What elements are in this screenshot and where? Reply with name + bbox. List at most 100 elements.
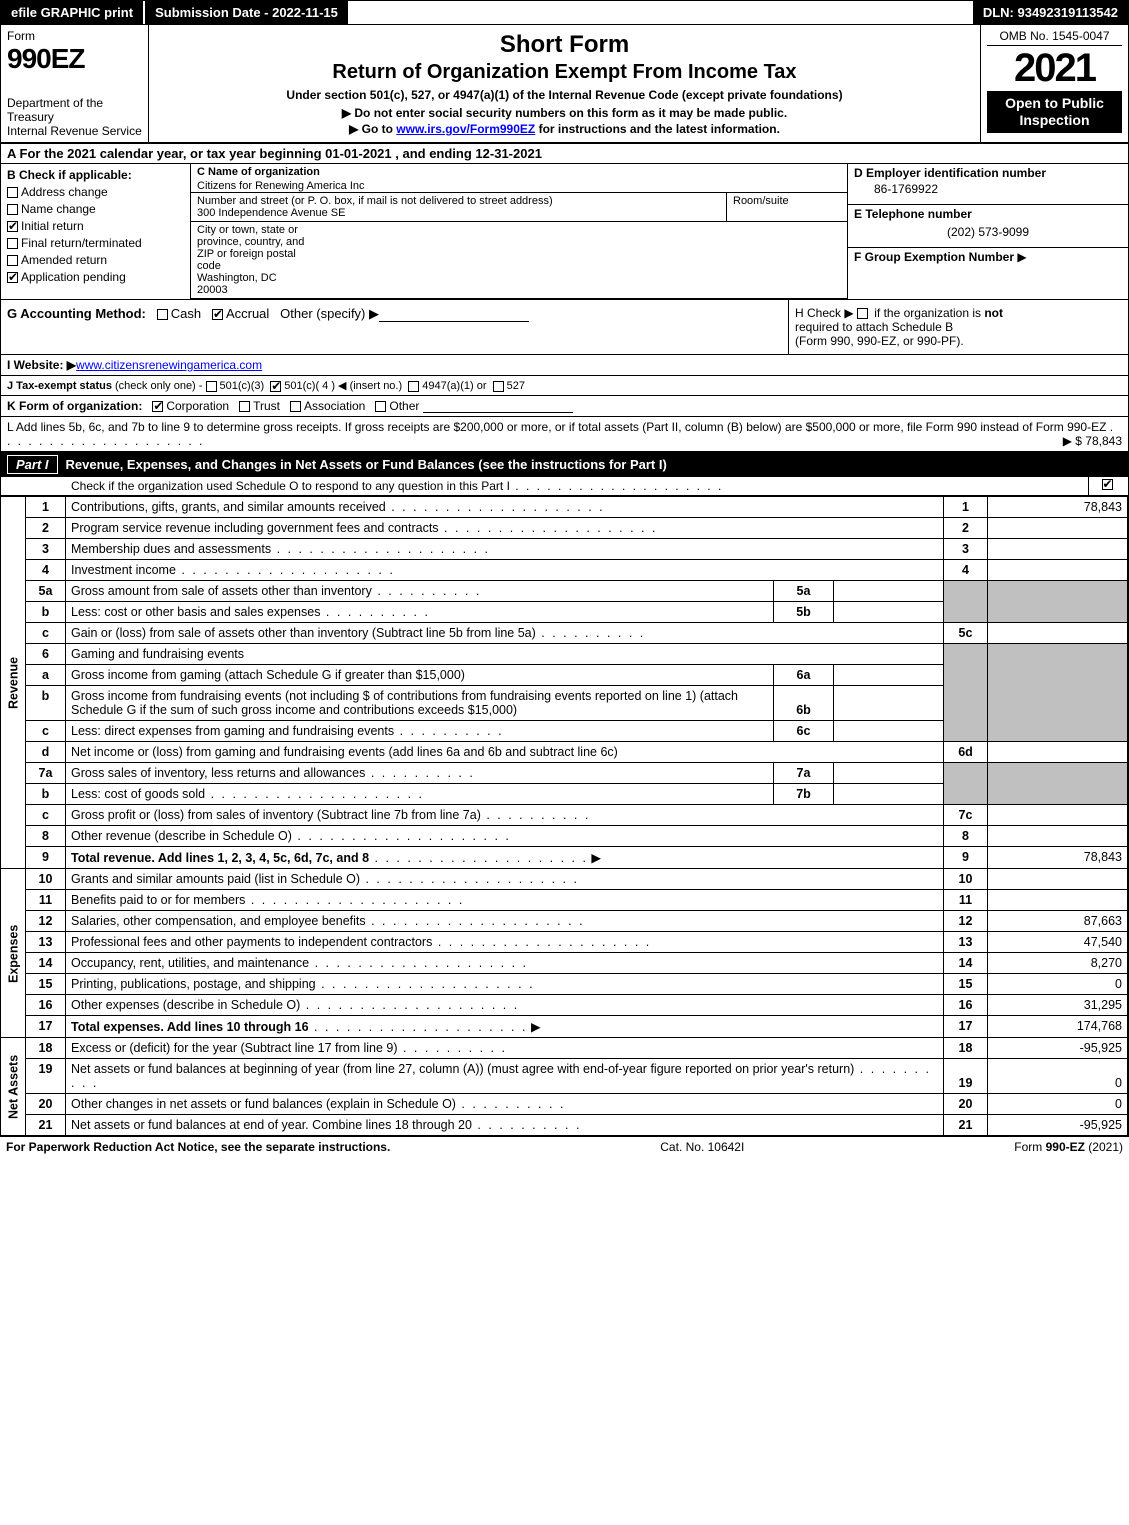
r7b-mb: 7b xyxy=(774,784,834,805)
row-10: Expenses 10 Grants and similar amounts p… xyxy=(1,869,1128,890)
inspection-badge: Open to Public Inspection xyxy=(987,91,1122,133)
r21-desc: Net assets or fund balances at end of ye… xyxy=(66,1115,944,1136)
section-cdef: C Name of organization Citizens for Rene… xyxy=(191,164,1128,299)
g-label: G Accounting Method: xyxy=(7,306,146,321)
r21-num: 21 xyxy=(26,1115,66,1136)
r12-rn: 12 xyxy=(944,911,988,932)
r7a-num: 7a xyxy=(26,763,66,784)
r7ab-greyv xyxy=(988,763,1128,805)
h-txt4: (Form 990, 990-EZ, or 990-PF). xyxy=(795,334,964,348)
k-trust-check[interactable] xyxy=(239,401,250,412)
city-value: Washington, DC 20003 xyxy=(197,272,305,296)
r6d-rn: 6d xyxy=(944,742,988,763)
irs-link[interactable]: www.irs.gov/Form990EZ xyxy=(396,122,535,136)
r2-rn: 2 xyxy=(944,518,988,539)
part1-check-text: Check if the organization used Schedule … xyxy=(1,477,1088,495)
h-check[interactable] xyxy=(857,308,868,319)
section-i: I Website: ▶www.citizensrenewingamerica.… xyxy=(1,355,1128,376)
section-b: B Check if applicable: Address change Na… xyxy=(1,164,191,299)
j-501c-check[interactable] xyxy=(270,381,281,392)
r1-rn: 1 xyxy=(944,497,988,518)
dept-label: Department of the Treasury Internal Reve… xyxy=(7,96,142,138)
r4-rv xyxy=(988,560,1128,581)
r7ab-grey xyxy=(944,763,988,805)
f-section: F Group Exemption Number ▶ xyxy=(848,247,1128,264)
street-cell: Number and street (or P. O. box, if mail… xyxy=(191,193,727,221)
j-label: J Tax-exempt status xyxy=(7,380,112,392)
k-corp-check[interactable] xyxy=(152,401,163,412)
k-other-input[interactable] xyxy=(423,399,573,413)
h-txt1: H Check ▶ xyxy=(795,306,854,320)
note2-post: for instructions and the latest informat… xyxy=(535,122,780,136)
j-501c3-check[interactable] xyxy=(206,381,217,392)
form-word: Form xyxy=(7,29,142,43)
page-footer: For Paperwork Reduction Act Notice, see … xyxy=(0,1137,1129,1157)
r6c-num: c xyxy=(26,721,66,742)
r6b-mb: 6b xyxy=(774,686,834,721)
row-5a: 5a Gross amount from sale of assets othe… xyxy=(1,581,1128,602)
row-1: Revenue 1 Contributions, gifts, grants, … xyxy=(1,497,1128,518)
header-right: OMB No. 1545-0047 2021 Open to Public In… xyxy=(980,25,1128,142)
ein-value: 86-1769922 xyxy=(854,180,1122,200)
r6-grey xyxy=(944,644,988,742)
l-text: L Add lines 5b, 6c, and 7b to line 9 to … xyxy=(7,420,1106,434)
k-assoc-check[interactable] xyxy=(290,401,301,412)
footer-left: For Paperwork Reduction Act Notice, see … xyxy=(6,1140,390,1154)
website-link[interactable]: www.citizensrenewingamerica.com xyxy=(76,358,262,372)
row-3: 3 Membership dues and assessments 3 xyxy=(1,539,1128,560)
r6b-desc: Gross income from fundraising events (no… xyxy=(66,686,774,721)
section-def: D Employer identification number 86-1769… xyxy=(848,164,1128,299)
b-opt-amended[interactable]: Amended return xyxy=(7,253,184,267)
r16-rn: 16 xyxy=(944,995,988,1016)
r11-desc: Benefits paid to or for members xyxy=(66,890,944,911)
r2-desc: Program service revenue including govern… xyxy=(66,518,944,539)
efile-print-button[interactable]: efile GRAPHIC print xyxy=(1,1,145,24)
r17-desc: Total expenses. Add lines 10 through 16 … xyxy=(66,1016,944,1038)
section-g: G Accounting Method: Cash Accrual Other … xyxy=(1,300,788,354)
r12-num: 12 xyxy=(26,911,66,932)
r16-desc: Other expenses (describe in Schedule O) xyxy=(66,995,944,1016)
g-accrual-check[interactable] xyxy=(212,309,223,320)
g-other-input[interactable] xyxy=(379,308,529,322)
tax-year: 2021 xyxy=(1014,46,1095,91)
r8-num: 8 xyxy=(26,826,66,847)
submission-date-button[interactable]: Submission Date - 2022-11-15 xyxy=(145,1,350,24)
row-6: 6 Gaming and fundraising events xyxy=(1,644,1128,665)
r10-rv xyxy=(988,869,1128,890)
r4-rn: 4 xyxy=(944,560,988,581)
r18-rn: 18 xyxy=(944,1038,988,1059)
b-opt-pending[interactable]: Application pending xyxy=(7,270,184,284)
b-opt-final[interactable]: Final return/terminated xyxy=(7,236,184,250)
row-19: 19 Net assets or fund balances at beginn… xyxy=(1,1059,1128,1094)
g-accrual: Accrual xyxy=(226,306,269,321)
topbar-spacer xyxy=(350,1,973,24)
r19-desc: Net assets or fund balances at beginning… xyxy=(66,1059,944,1094)
r11-num: 11 xyxy=(26,890,66,911)
g-cash-check[interactable] xyxy=(157,309,168,320)
r7b-num: b xyxy=(26,784,66,805)
b-opt-address[interactable]: Address change xyxy=(7,185,184,199)
r2-rv xyxy=(988,518,1128,539)
r12-rv: 87,663 xyxy=(988,911,1128,932)
city-label: City or town, state or province, country… xyxy=(197,224,305,272)
j-4947-check[interactable] xyxy=(408,381,419,392)
row-12: 12 Salaries, other compensation, and emp… xyxy=(1,911,1128,932)
b-opt-name[interactable]: Name change xyxy=(7,202,184,216)
j-527-check[interactable] xyxy=(493,381,504,392)
row-17: 17 Total expenses. Add lines 10 through … xyxy=(1,1016,1128,1038)
i-label: I Website: ▶ xyxy=(7,358,76,372)
k-other-check[interactable] xyxy=(375,401,386,412)
part1-check-row: Check if the organization used Schedule … xyxy=(1,477,1128,496)
title-short-form: Short Form xyxy=(157,31,972,59)
street-label: Number and street (or P. O. box, if mail… xyxy=(197,195,720,207)
section-j: J Tax-exempt status (check only one) - 5… xyxy=(1,376,1128,396)
r20-rn: 20 xyxy=(944,1094,988,1115)
e-label: E Telephone number xyxy=(854,207,972,221)
b-opt-initial[interactable]: Initial return xyxy=(7,219,184,233)
r6d-desc: Net income or (loss) from gaming and fun… xyxy=(66,742,944,763)
dln-label: DLN: 93492319113542 xyxy=(973,1,1128,24)
section-c: C Name of organization Citizens for Rene… xyxy=(191,164,848,299)
section-gh: G Accounting Method: Cash Accrual Other … xyxy=(1,300,1128,355)
part1-check-box[interactable] xyxy=(1088,477,1128,495)
g-other: Other (specify) ▶ xyxy=(280,306,379,321)
